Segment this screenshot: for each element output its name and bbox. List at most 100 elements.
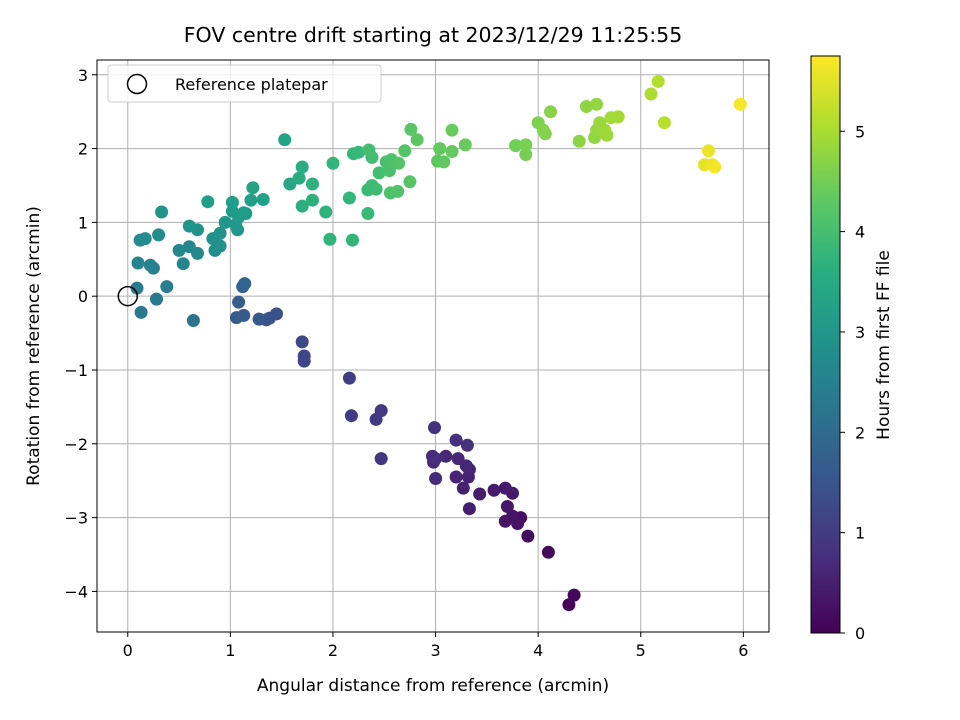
data-point xyxy=(230,311,243,325)
data-point xyxy=(369,182,383,196)
x-tick-label: 2 xyxy=(328,641,338,660)
colorbar-tick-label: 1 xyxy=(855,524,865,543)
colorbar-tick-label: 4 xyxy=(855,223,865,242)
y-tick-label: 1 xyxy=(78,213,88,232)
data-point xyxy=(237,206,251,220)
data-point xyxy=(429,472,443,485)
data-point xyxy=(733,97,747,111)
data-point xyxy=(644,87,658,101)
data-point xyxy=(131,256,145,270)
y-tick-label: −4 xyxy=(64,582,88,601)
legend-label: Reference platepar xyxy=(175,75,328,94)
data-point xyxy=(130,281,144,295)
y-tick-label: 0 xyxy=(78,287,88,306)
data-point xyxy=(509,139,523,153)
data-point xyxy=(182,219,196,233)
x-axis-title: Angular distance from reference (arcmin) xyxy=(257,676,609,696)
data-point xyxy=(138,232,152,246)
scatter-points xyxy=(130,74,747,612)
data-point xyxy=(487,483,501,497)
data-point xyxy=(155,205,169,219)
colorbar-tick-label: 3 xyxy=(855,323,865,342)
data-point xyxy=(252,312,266,326)
data-point xyxy=(225,204,239,218)
data-point xyxy=(150,292,163,306)
data-point xyxy=(191,246,204,260)
data-point xyxy=(398,144,412,158)
legend-box xyxy=(107,64,382,103)
plot-frame xyxy=(96,59,770,633)
data-point xyxy=(611,110,625,124)
data-point xyxy=(439,449,453,463)
legend: Reference platepar xyxy=(107,64,382,103)
data-point xyxy=(538,127,552,141)
data-point xyxy=(295,199,309,213)
data-point xyxy=(562,598,576,612)
data-point xyxy=(403,175,417,189)
data-point xyxy=(256,193,270,206)
data-point xyxy=(708,160,722,174)
data-point xyxy=(410,133,424,147)
data-point xyxy=(306,177,319,191)
x-tick-label: 5 xyxy=(636,641,646,660)
data-point xyxy=(521,529,535,543)
data-point xyxy=(445,145,459,158)
x-tick-label: 1 xyxy=(225,641,235,660)
data-point xyxy=(433,142,447,156)
data-point xyxy=(456,481,470,495)
data-point xyxy=(372,166,386,180)
data-point xyxy=(278,133,292,147)
data-point xyxy=(323,232,337,246)
data-point xyxy=(306,193,319,207)
colorbar: 0 1 2 3 4 5 Hours from first FF file xyxy=(810,55,894,643)
data-point xyxy=(218,215,232,229)
data-point xyxy=(297,349,311,363)
data-point xyxy=(292,171,306,185)
colorbar-tick-label: 2 xyxy=(855,423,865,442)
data-point xyxy=(362,143,376,157)
data-point xyxy=(541,545,555,559)
data-point xyxy=(176,257,190,271)
data-point xyxy=(152,228,166,242)
data-point xyxy=(186,314,200,327)
data-point xyxy=(572,134,586,148)
data-point xyxy=(451,452,465,466)
data-point xyxy=(544,105,557,119)
data-point xyxy=(428,421,441,435)
data-point xyxy=(437,155,451,169)
data-point xyxy=(283,177,297,191)
x-tick-label: 4 xyxy=(533,641,543,660)
y-axis-title: Rotation from reference (arcmin) xyxy=(24,206,44,486)
data-point xyxy=(246,181,260,195)
data-point xyxy=(404,122,418,136)
x-axis-ticks: 0 1 2 3 4 5 6 xyxy=(123,632,748,660)
data-point xyxy=(225,195,239,209)
data-point xyxy=(342,191,356,205)
data-point xyxy=(458,138,472,152)
reference-platepar-marker xyxy=(117,285,139,307)
data-point xyxy=(567,588,581,602)
data-point xyxy=(342,371,356,385)
data-point xyxy=(462,502,476,516)
colorbar-ticks: 0 1 2 3 4 5 xyxy=(840,122,865,643)
data-point xyxy=(460,438,474,452)
data-point xyxy=(344,409,358,423)
data-point xyxy=(590,97,604,111)
grid xyxy=(97,60,769,632)
y-tick-label: −1 xyxy=(64,361,88,380)
colorbar-title: Hours from first FF file xyxy=(874,250,894,440)
data-point xyxy=(295,335,309,349)
data-point xyxy=(429,452,443,466)
legend-marker-icon xyxy=(126,73,148,95)
x-tick-label: 3 xyxy=(430,641,440,660)
data-point xyxy=(651,74,665,88)
data-point xyxy=(519,148,533,161)
data-point xyxy=(352,145,366,159)
data-point xyxy=(369,412,383,426)
data-point xyxy=(172,243,186,257)
data-point xyxy=(657,116,671,130)
data-point xyxy=(579,100,593,113)
x-tick-label: 0 xyxy=(123,641,133,660)
data-point xyxy=(445,123,459,137)
